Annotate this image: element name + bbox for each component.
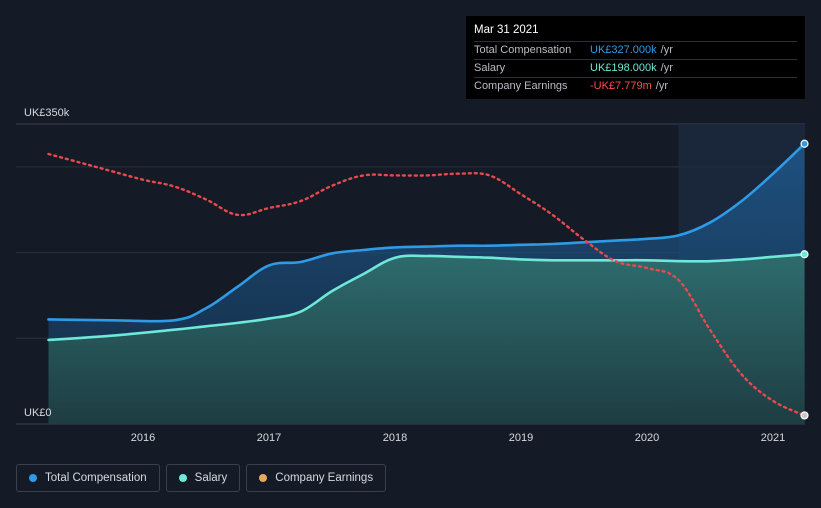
total-compensation-line — [47, 142, 806, 323]
tooltip-row-earnings: Company Earnings -UK£7.779m /yr — [474, 77, 797, 95]
x-tick-label: 2020 — [635, 432, 659, 444]
legend-dot-icon — [259, 474, 268, 482]
y-tick-label-top: UK£350k — [24, 107, 70, 119]
tooltip-row-salary: Salary UK£198.000k /yr — [474, 59, 797, 77]
x-tick-label: 2017 — [257, 432, 281, 444]
x-tick-label: 2021 — [761, 432, 785, 444]
tooltip-value: UK£327.000k — [590, 44, 657, 56]
series-end-markers — [800, 139, 809, 420]
tooltip-value: UK£198.000k — [590, 62, 657, 74]
total-compensation-end-marker[interactable] — [800, 139, 809, 148]
y-axis-ticks: UK£350k UK£0 — [24, 107, 70, 419]
x-tick-label: 2019 — [509, 432, 533, 444]
tooltip-label: Salary — [474, 62, 506, 74]
legend-label: Total Compensation — [45, 472, 147, 484]
tooltip-label: Total Compensation — [474, 44, 572, 56]
legend-label: Company Earnings — [275, 472, 374, 484]
legend-dot-icon — [29, 474, 37, 482]
legend-dot-icon — [178, 474, 187, 482]
tooltip-value: -UK£7.779m — [590, 80, 652, 92]
salary-end-marker[interactable] — [800, 250, 809, 259]
salary-line — [47, 252, 806, 342]
tooltip-date: Mar 31 2021 — [474, 24, 539, 36]
tooltip-panel: Mar 31 2021 Total Compensation UK£327.00… — [466, 16, 805, 99]
x-tick-label: 2018 — [383, 432, 407, 444]
legend-item-total-compensation[interactable]: Total Compensation — [16, 464, 160, 492]
legend-item-salary[interactable]: Salary — [165, 464, 241, 492]
series-lines — [47, 142, 806, 417]
chart-legend: Total Compensation Salary Company Earnin… — [16, 464, 387, 492]
company-earnings-line — [47, 152, 806, 417]
tooltip-label: Company Earnings — [474, 80, 568, 92]
legend-item-company-earnings[interactable]: Company Earnings — [246, 464, 387, 492]
x-tick-label: 2016 — [131, 432, 155, 444]
salary-area — [48, 254, 805, 424]
tooltip-unit: /yr — [660, 62, 673, 74]
tooltip-unit: /yr — [655, 80, 668, 92]
series-areas — [48, 143, 805, 424]
tooltip-row-total: Total Compensation UK£327.000k /yr — [474, 41, 797, 59]
y-tick-label-bottom: UK£0 — [24, 407, 52, 419]
x-axis-ticks: 2016 2017 2018 2019 2020 2021 — [131, 432, 785, 444]
tooltip-unit: /yr — [660, 44, 673, 56]
company-earnings-end-marker[interactable] — [800, 411, 809, 420]
legend-label: Salary — [194, 472, 228, 484]
